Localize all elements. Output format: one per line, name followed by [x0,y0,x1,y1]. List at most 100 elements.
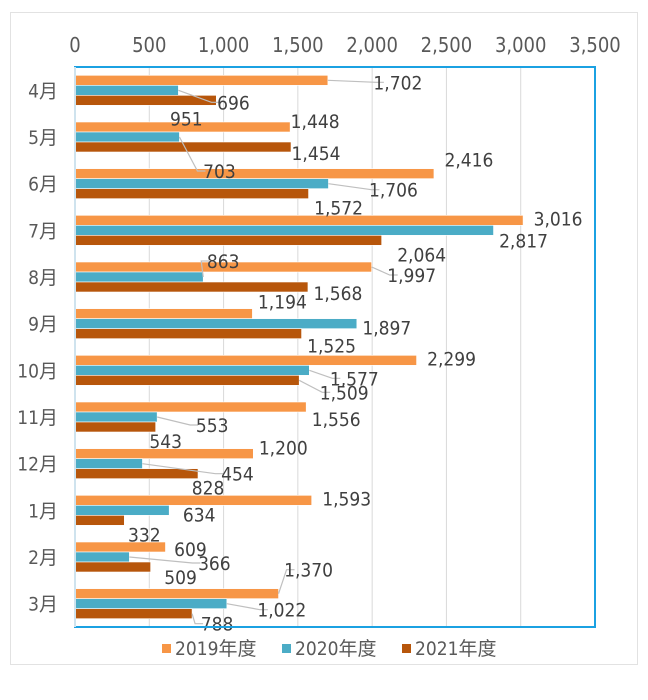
bar [74,168,435,179]
legend-label: 2019年度 [175,638,257,660]
data-label: 1,200 [259,438,308,460]
bar [74,318,358,329]
bar [74,468,199,479]
category-label: 11月 [17,407,58,429]
data-label: 1,448 [291,111,340,133]
bar [74,458,143,469]
legend-label: 2020年度 [295,638,377,660]
bar [74,188,309,199]
leader-line [129,556,201,564]
data-label: 2,299 [427,348,476,370]
data-label: 2,817 [499,230,548,252]
leader-line [178,136,206,172]
x-tick-label: 3,500 [569,33,621,57]
data-label: 1,702 [373,72,422,94]
category-label: 12月 [17,454,58,476]
data-label: 828 [192,478,225,500]
data-label: 1,022 [257,600,306,622]
leader-line [371,266,398,276]
category-label: 10月 [17,360,58,382]
bar [74,178,329,189]
legend-label: 2021年度 [415,638,497,660]
category-label: 6月 [28,174,58,196]
bar [74,355,417,366]
data-label: 3,016 [534,208,583,230]
x-tick-label: 2,000 [346,33,398,57]
data-label: 703 [203,161,236,183]
bar [74,75,329,86]
data-label: 1,572 [314,198,363,220]
bar [74,271,204,283]
leader-line [327,79,384,83]
category-label: 2月 [28,547,58,569]
leader-line [277,569,295,594]
x-tick-label: 1,500 [272,33,324,57]
data-label: 509 [164,567,197,589]
bar [74,588,279,599]
bar [74,328,302,339]
legend-swatch [282,644,291,653]
category-label: 5月 [28,127,58,149]
leader-line [309,369,341,379]
x-tick-label: 3,000 [495,33,547,57]
category-label: 1月 [28,500,58,522]
leader-line [157,416,199,426]
bar [74,215,524,226]
category-label: 9月 [28,314,58,336]
data-label: 2,064 [397,244,446,266]
bar [74,411,158,423]
data-label: 634 [183,504,216,526]
bar [74,235,382,246]
data-label: 951 [170,108,203,130]
bar [74,598,228,609]
x-tick-label: 2,500 [421,33,473,57]
leader-line [226,603,268,611]
data-label: 2,416 [444,150,493,172]
data-label: 1,706 [369,180,418,202]
data-label: 863 [207,251,240,273]
x-tick-label: 500 [132,33,166,57]
data-label: 1,525 [307,336,356,358]
data-label: 1,194 [258,292,307,314]
data-label: 1,577 [330,368,379,390]
data-label: 1,509 [320,382,369,404]
legend-swatch [162,644,171,653]
leader-line [328,183,380,191]
data-label: 1,556 [312,409,361,431]
bar [74,608,193,619]
bar [74,375,300,386]
data-label: 1,454 [292,143,341,165]
bar [74,421,156,433]
category-label: 8月 [28,267,58,289]
bar [74,365,310,376]
leader-line [191,613,204,625]
leader-line [178,89,220,103]
data-label: 788 [201,614,234,636]
category-label: 3月 [28,594,58,616]
bar [74,515,125,526]
bar [74,551,130,563]
bar [74,308,253,319]
data-label: 1,897 [362,318,411,340]
leader-line [200,260,210,278]
category-label: 4月 [28,80,58,102]
data-label: 366 [198,553,231,575]
data-label: 553 [196,415,229,437]
legend-swatch [402,644,411,653]
bar [74,561,151,573]
x-tick-label: 0 [69,33,80,57]
bar [74,85,179,96]
data-label: 1,593 [322,488,371,510]
bar [74,225,494,236]
data-label: 543 [149,431,182,453]
data-label: 1,370 [284,560,333,582]
leader-line [298,379,331,393]
bar [74,131,180,143]
data-label: 454 [221,464,254,486]
data-label: 1,997 [387,265,436,287]
bar [74,505,170,516]
data-label: 332 [128,524,161,546]
bar [74,281,309,293]
category-label: 7月 [28,220,58,242]
